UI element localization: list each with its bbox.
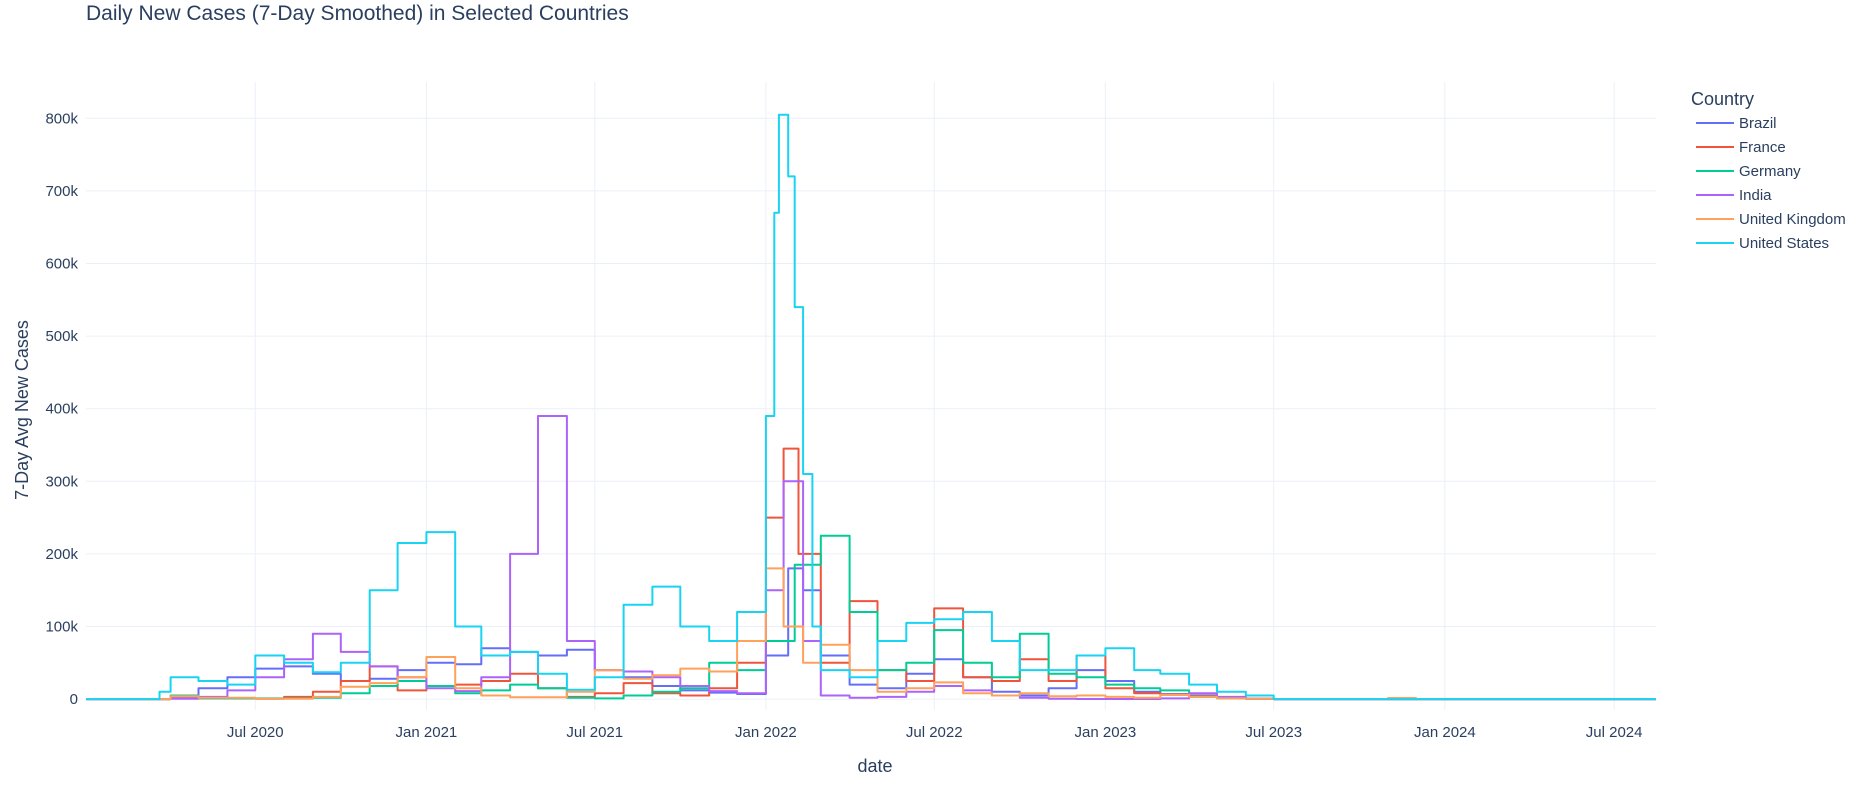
y-tick-label: 600k	[45, 256, 78, 273]
y-tick-label: 300k	[45, 473, 78, 490]
y-tick-label: 100k	[45, 619, 78, 636]
x-tick-label: Jan 2023	[1075, 724, 1137, 741]
series-line-india	[86, 415, 1656, 701]
x-tick-label: Jan 2021	[396, 724, 458, 741]
series-line-france	[86, 447, 1656, 701]
x-tick-label: Jul 2020	[227, 724, 284, 741]
x-tick-label: Jul 2022	[906, 724, 963, 741]
series-line-united-kingdom	[86, 567, 1656, 701]
legend-title: Country	[1691, 89, 1754, 109]
legend-label: United States	[1739, 235, 1829, 252]
y-axis-ticks: 0 100k 200k 300k 400k 500k 600k 700k 800k	[45, 110, 78, 708]
series-line-united-states	[86, 113, 1656, 701]
y-tick-label: 700k	[45, 183, 78, 200]
x-tick-label: Jul 2024	[1586, 724, 1643, 741]
x-axis-ticks: Jul 2020 Jan 2021 Jul 2021 Jan 2022 Jul 2022…	[227, 724, 1643, 741]
x-tick-label: Jan 2024	[1414, 724, 1476, 741]
y-tick-label: 400k	[45, 401, 78, 418]
y-axis-title: 7-Day Avg New Cases	[12, 320, 32, 500]
grid-lines	[86, 82, 1656, 710]
x-tick-label: Jul 2023	[1245, 724, 1302, 741]
legend-items: Brazil France Germany India United Kingdom Un…	[1696, 115, 1846, 252]
x-axis-title: date	[857, 756, 892, 776]
legend-label: France	[1739, 139, 1786, 156]
series-line-germany	[86, 534, 1656, 701]
legend-label: United Kingdom	[1739, 211, 1846, 228]
legend: Country Brazil France Germany India United K…	[1691, 89, 1846, 252]
y-tick-label: 0	[70, 691, 78, 708]
legend-label: India	[1739, 187, 1772, 204]
legend-label: Germany	[1739, 163, 1801, 180]
x-tick-label: Jul 2021	[566, 724, 623, 741]
y-tick-label: 200k	[45, 546, 78, 563]
x-tick-label: Jan 2022	[735, 724, 797, 741]
y-tick-label: 800k	[45, 110, 78, 127]
chart-title: Daily New Cases (7-Day Smoothed) in Sele…	[86, 2, 629, 25]
legend-label: Brazil	[1739, 115, 1777, 132]
series-lines	[86, 113, 1656, 701]
y-tick-label: 500k	[45, 328, 78, 345]
